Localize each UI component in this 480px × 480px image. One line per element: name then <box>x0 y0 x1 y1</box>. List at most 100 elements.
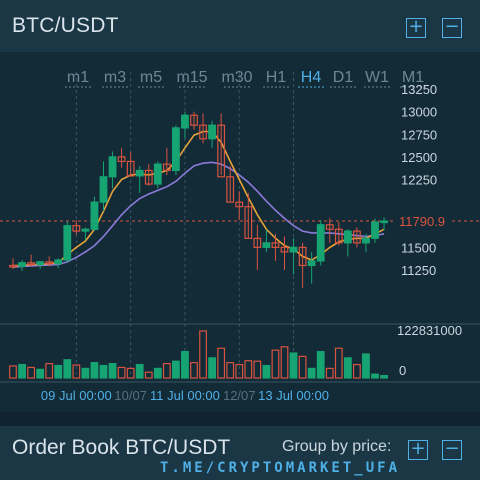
candlestick-chart[interactable]: m1 m3 m5 m15 m30 H1 H4 D1 W1 M1 13250 13000 12750 12… <box>0 52 480 412</box>
group-plus-button[interactable]: + <box>408 440 428 460</box>
volume-bar <box>126 367 135 379</box>
candle-body <box>262 242 271 248</box>
orderbook-header: Order Book BTC/USDT Group by price: + − … <box>0 426 480 480</box>
volume-bar <box>307 367 316 379</box>
volume-bar <box>316 351 325 379</box>
volume-max-label: 122831000 <box>397 323 462 338</box>
volume-bar <box>289 352 298 379</box>
candle-body <box>235 201 244 208</box>
volume-zero-label: 0 <box>399 363 406 378</box>
candle-body <box>208 124 217 140</box>
candle <box>334 222 343 246</box>
zoom-out-button[interactable]: − <box>442 18 462 38</box>
volume-bar <box>27 366 35 379</box>
timeframe-tab-w1[interactable]: W1 <box>364 69 390 88</box>
candle <box>54 258 63 269</box>
timeframe-tab-m1[interactable]: M1 <box>400 69 426 88</box>
timeframe-label: W1 <box>365 69 389 86</box>
candle-body <box>253 237 262 248</box>
candle <box>81 227 90 241</box>
candle-body <box>334 228 343 244</box>
candle <box>181 111 189 139</box>
timeframe-tab-m1[interactable]: m1 <box>65 69 91 88</box>
current-price-label: 11790.9 <box>399 214 445 229</box>
candle <box>172 125 180 175</box>
candle-body <box>316 224 325 262</box>
volume-bar <box>334 347 343 379</box>
date-label: 09 Jul 00:00 <box>41 388 112 403</box>
volume-bar <box>90 362 99 379</box>
timeframe-tab-m5[interactable]: m5 <box>138 69 164 88</box>
candle-body <box>226 176 235 203</box>
volume-bar <box>262 364 271 379</box>
price-tick-label: 11250 <box>401 263 436 278</box>
volume-bar <box>199 330 207 379</box>
volume-bar <box>18 363 26 379</box>
candle <box>208 120 217 148</box>
candle <box>271 233 280 261</box>
candle <box>153 161 162 189</box>
candle <box>117 147 126 168</box>
candle-body <box>298 246 307 267</box>
volume-bar <box>353 363 361 379</box>
candle <box>63 221 72 262</box>
volume-bar <box>144 371 153 379</box>
candle-body <box>362 237 370 244</box>
timeframe-tab-h1[interactable]: H1 <box>263 69 289 88</box>
candle <box>90 196 99 232</box>
candle-body <box>135 169 144 177</box>
candle <box>27 254 35 267</box>
candle <box>244 193 253 239</box>
candle <box>108 151 117 189</box>
candle <box>307 251 316 284</box>
volume-bar <box>325 367 334 379</box>
volume-bar <box>172 360 180 379</box>
timeframe-tab-m3[interactable]: m3 <box>102 69 128 88</box>
timeframe-tab-m15[interactable]: m15 <box>176 69 208 88</box>
candle-body <box>45 261 54 265</box>
candle <box>280 236 289 270</box>
candle <box>99 161 108 212</box>
volume-bar <box>99 364 108 379</box>
candle <box>298 242 307 289</box>
candle <box>135 165 144 194</box>
candle-body <box>271 242 280 248</box>
candle-body <box>217 124 226 178</box>
volume-bar <box>181 351 189 379</box>
timeframe-label: H4 <box>301 69 322 86</box>
candle-body <box>63 225 72 261</box>
candle-body <box>9 264 17 268</box>
candle <box>190 111 198 130</box>
candle <box>162 147 171 175</box>
timeframe-tab-d1[interactable]: D1 <box>330 69 356 88</box>
volume-bar <box>380 375 388 379</box>
volume-bar <box>208 357 217 379</box>
pair-title: BTC/USDT <box>12 14 119 37</box>
volume-bar <box>253 360 262 379</box>
timeframe-tab-m30[interactable]: m30 <box>221 69 253 88</box>
volume-bar <box>343 357 352 379</box>
price-tick-label: 12500 <box>401 150 437 165</box>
group-minus-button[interactable]: − <box>442 440 462 460</box>
volume-bar <box>108 363 117 379</box>
candle-body <box>380 220 388 224</box>
price-tick-label: 13000 <box>401 105 437 120</box>
candle <box>126 152 135 177</box>
timeframe-tab-h4[interactable]: H4 <box>298 69 324 88</box>
candle <box>235 191 244 221</box>
candle-body <box>162 163 171 172</box>
volume-bar <box>54 364 63 379</box>
candle-body <box>72 225 81 232</box>
panel-divider <box>0 412 480 426</box>
candle-body <box>289 246 298 253</box>
volume-bar <box>135 363 144 379</box>
candle-body <box>54 259 63 265</box>
volume-bar <box>217 347 226 379</box>
candle-body <box>90 201 99 230</box>
candle <box>217 113 226 178</box>
zoom-in-button[interactable]: + <box>406 18 426 38</box>
candle-body <box>181 114 189 129</box>
timeframe-label: H1 <box>266 69 287 86</box>
volume-bar <box>162 363 171 379</box>
chart-area[interactable]: m1 m3 m5 m15 m30 H1 H4 D1 W1 M1 13250 13000 12750 12… <box>0 52 480 412</box>
